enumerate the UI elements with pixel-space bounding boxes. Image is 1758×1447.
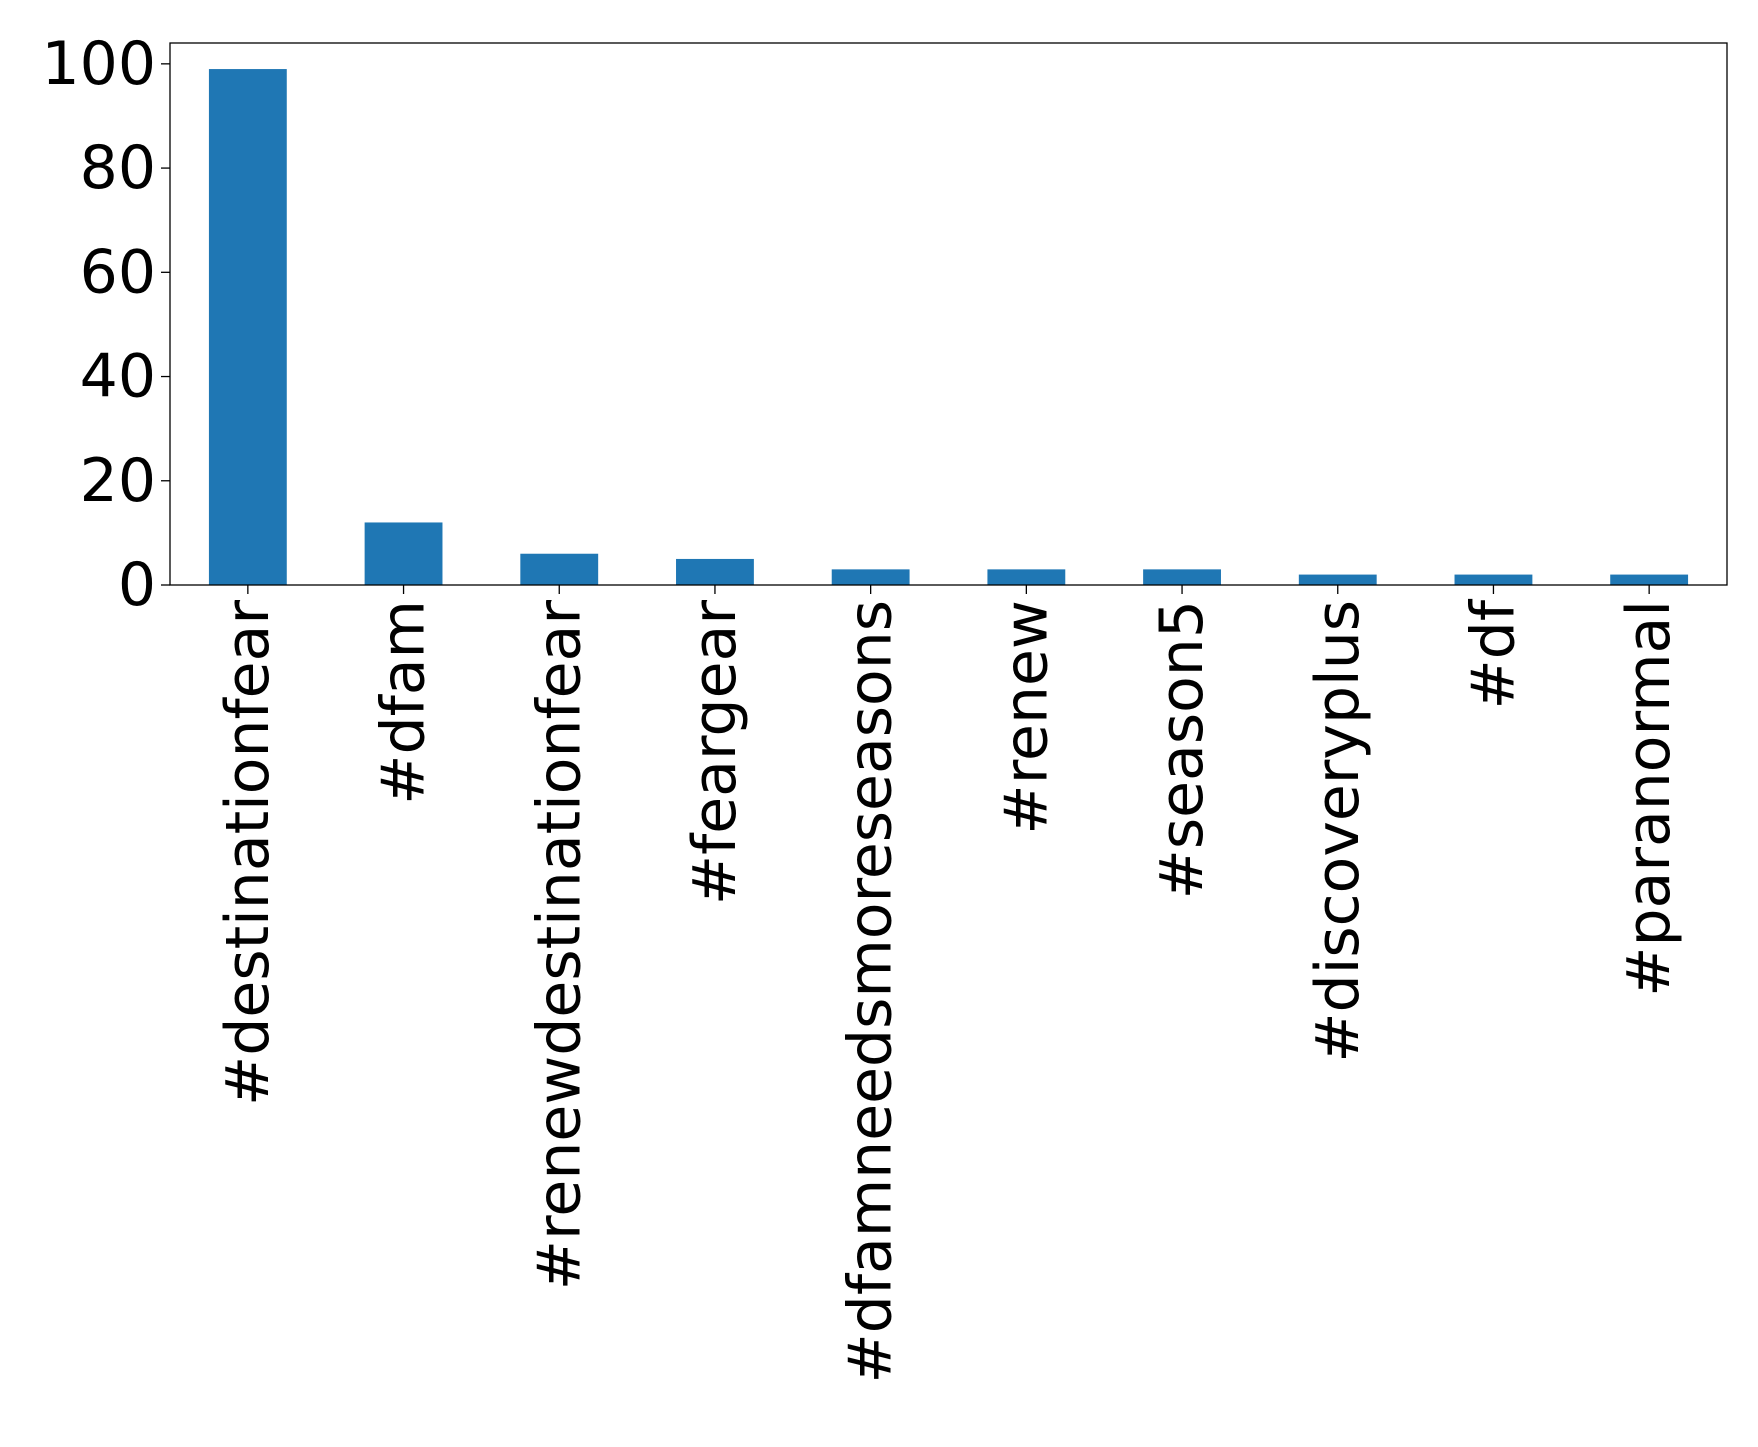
- x-tick-label: #renewdestinationfear: [524, 600, 594, 1291]
- x-tick-label: #discoveryplus: [1303, 600, 1373, 1063]
- y-tick-label: 100: [41, 29, 156, 99]
- bar: [1143, 569, 1221, 585]
- y-tick-label: 20: [80, 446, 156, 516]
- x-axis: #destinationfear #dfam #renewdestinationfe…: [213, 585, 1684, 1384]
- bar: [831, 569, 910, 585]
- bar: [1610, 574, 1689, 585]
- x-tick-label: #season5: [1147, 600, 1217, 899]
- bar: [208, 69, 287, 586]
- y-axis: 0 20 40 60 80 100: [41, 29, 170, 620]
- x-tick-label: #renew: [991, 600, 1061, 835]
- x-tick-label: #feargear: [680, 600, 750, 905]
- x-tick-label: #df: [1458, 598, 1528, 709]
- x-tick-label: #destinationfear: [213, 600, 283, 1106]
- y-tick-label: 0: [118, 550, 156, 620]
- y-tick-label: 40: [80, 342, 156, 412]
- y-tick-label: 60: [80, 237, 156, 307]
- x-tick-label: #dfam: [369, 600, 439, 805]
- y-tick-label: 80: [80, 133, 156, 203]
- x-tick-label: #dfamneedsmoreseasons: [836, 600, 906, 1384]
- plot-frame: [169, 42, 1728, 586]
- x-tick-label: #paranormal: [1614, 600, 1684, 997]
- bar: [520, 553, 599, 585]
- bar: [1298, 574, 1377, 585]
- bar: [987, 569, 1066, 585]
- bar: [676, 558, 754, 585]
- bars-layer: [208, 69, 1689, 586]
- bar: [1454, 574, 1533, 585]
- bar: [364, 522, 443, 585]
